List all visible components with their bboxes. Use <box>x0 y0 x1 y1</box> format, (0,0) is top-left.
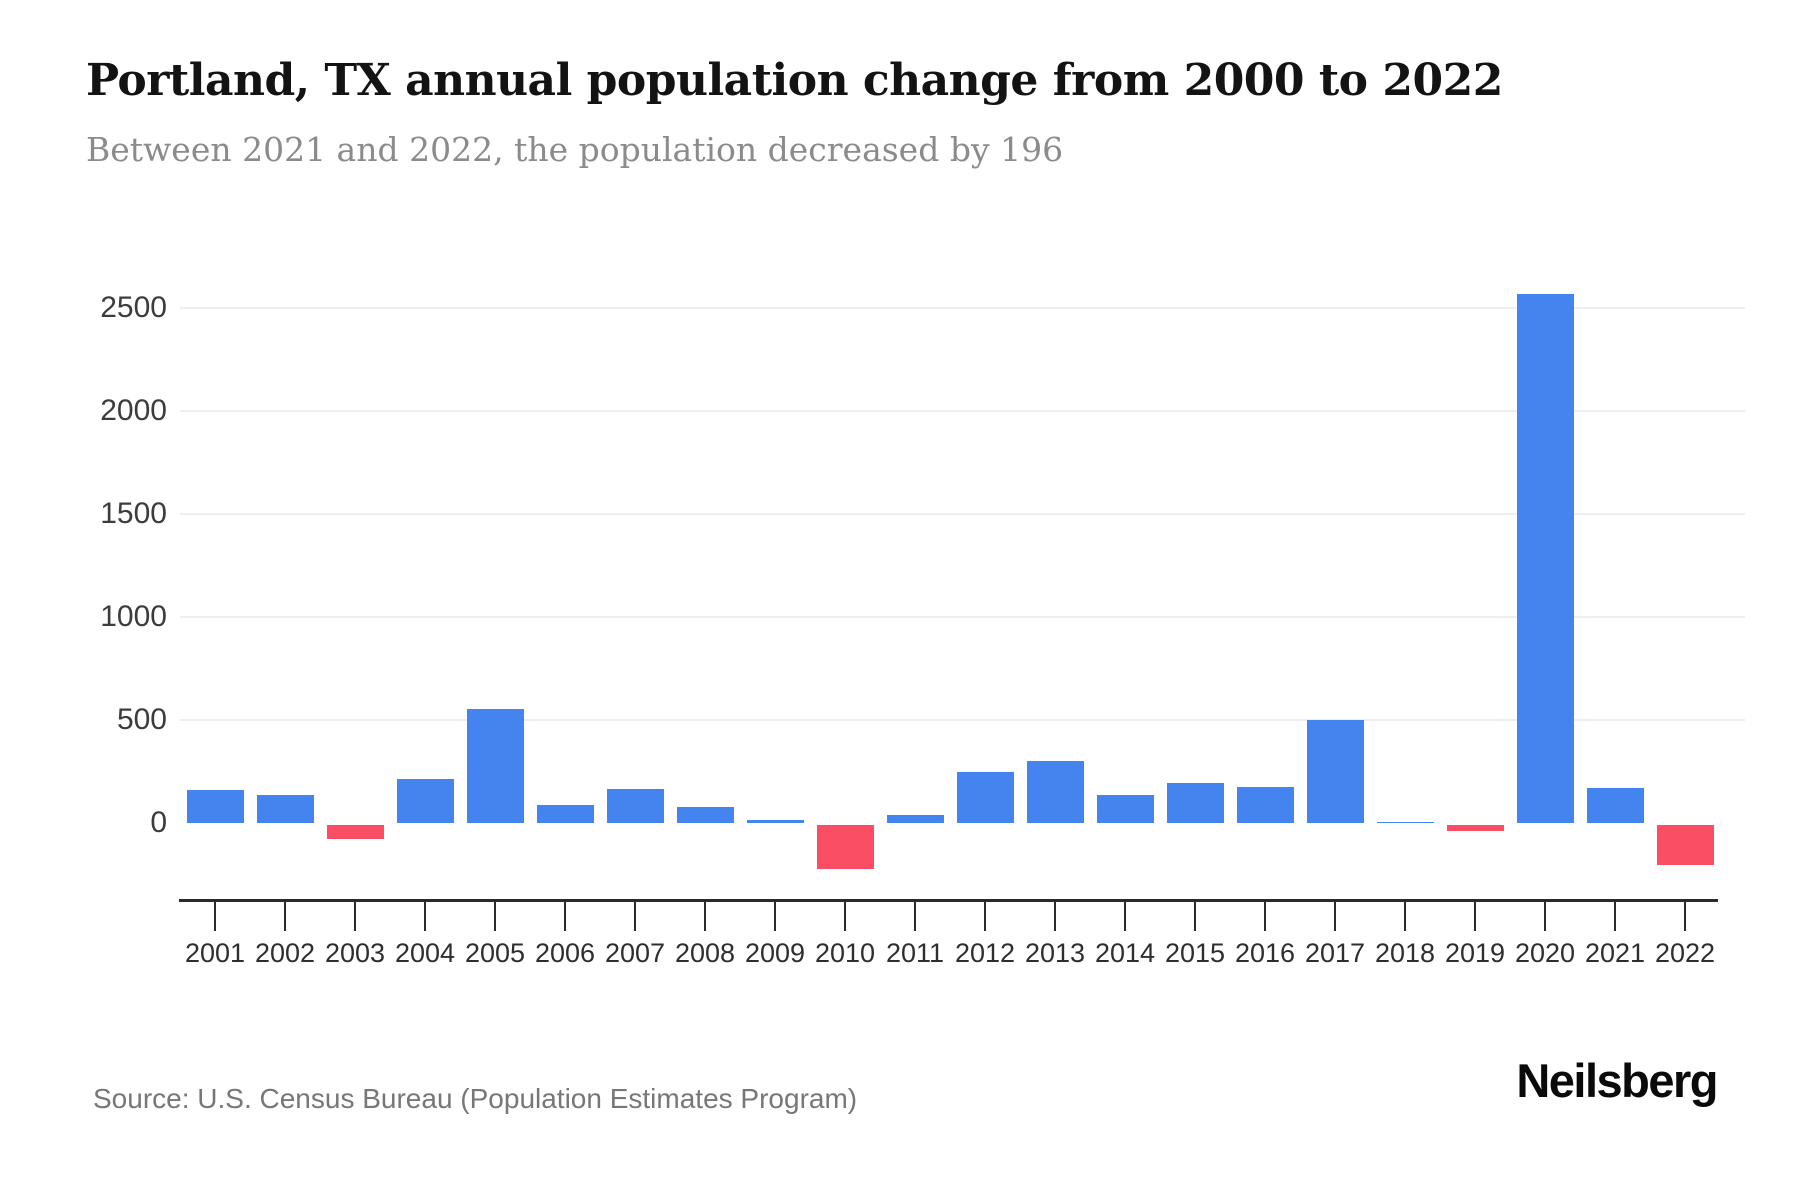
gridline-1000 <box>180 616 1745 618</box>
bar-2008[interactable] <box>676 806 734 823</box>
bar-2002[interactable] <box>256 794 314 823</box>
x-tick-label-2020: 2020 <box>1514 938 1576 968</box>
x-tick-label-2022: 2022 <box>1654 938 1716 968</box>
chart-title: Portland, TX annual population change fr… <box>86 55 1503 106</box>
bar-2014[interactable] <box>1096 794 1154 823</box>
x-tick-label-2009: 2009 <box>744 938 806 968</box>
x-tick-label-2016: 2016 <box>1234 938 1296 968</box>
bar-2011[interactable] <box>886 814 944 823</box>
x-tick-2008 <box>704 902 706 931</box>
source-note: Source: U.S. Census Bureau (Population E… <box>93 1083 858 1114</box>
x-tick-2005 <box>494 902 496 931</box>
x-tick-label-2011: 2011 <box>885 938 945 968</box>
bar-2019[interactable] <box>1446 825 1504 832</box>
bar-2007[interactable] <box>606 788 664 823</box>
x-tick-label-2002: 2002 <box>254 938 316 968</box>
y-tick-label-0: 0 <box>150 806 167 839</box>
x-tick-2016 <box>1264 902 1266 931</box>
x-tick-2012 <box>984 902 986 931</box>
x-tick-label-2019: 2019 <box>1444 938 1506 968</box>
bar-2018[interactable] <box>1376 821 1434 823</box>
x-tick-label-2013: 2013 <box>1024 938 1086 968</box>
x-tick-label-2017: 2017 <box>1304 938 1366 968</box>
x-tick-2022 <box>1684 902 1686 931</box>
bar-2006[interactable] <box>536 804 594 823</box>
bar-2012[interactable] <box>956 771 1014 823</box>
x-tick-2019 <box>1474 902 1476 931</box>
gridline-500 <box>180 719 1745 721</box>
x-tick-label-2003: 2003 <box>324 938 386 968</box>
x-tick-2010 <box>844 902 846 931</box>
x-tick-label-2008: 2008 <box>674 938 736 968</box>
x-tick-2018 <box>1404 902 1406 931</box>
bar-2021[interactable] <box>1586 787 1644 823</box>
x-tick-2002 <box>284 902 286 931</box>
x-tick-2020 <box>1544 902 1546 931</box>
bar-2005[interactable] <box>466 708 524 823</box>
x-tick-label-2004: 2004 <box>394 938 456 968</box>
x-tick-2001 <box>214 902 216 931</box>
bar-2020[interactable] <box>1516 293 1574 823</box>
bar-2001[interactable] <box>186 790 244 823</box>
x-tick-2015 <box>1194 902 1196 931</box>
y-tick-label-2000: 2000 <box>100 394 167 427</box>
x-tick-label-2010: 2010 <box>814 938 876 968</box>
gridline-1500 <box>180 513 1745 515</box>
x-tick-2011 <box>914 902 916 931</box>
x-tick-label-2014: 2014 <box>1094 938 1156 968</box>
x-tick-2009 <box>774 902 776 931</box>
chart-subtitle: Between 2021 and 2022, the population de… <box>86 130 1064 169</box>
bar-2009[interactable] <box>746 820 804 823</box>
neilsberg-logo[interactable]: Neilsberg <box>1516 1054 1718 1107</box>
x-tick-2017 <box>1334 902 1336 931</box>
x-tick-2013 <box>1054 902 1056 931</box>
x-tick-label-2015: 2015 <box>1164 938 1226 968</box>
bar-2010[interactable] <box>816 825 874 869</box>
x-tick-2006 <box>564 902 566 931</box>
x-tick-label-2001: 2001 <box>184 938 246 968</box>
x-tick-2004 <box>424 902 426 931</box>
x-axis-line <box>179 899 1718 902</box>
x-tick-2007 <box>634 902 636 931</box>
y-tick-label-2500: 2500 <box>100 291 167 324</box>
bar-2003[interactable] <box>326 825 384 839</box>
x-tick-2003 <box>354 902 356 931</box>
bar-2017[interactable] <box>1306 720 1364 823</box>
bar-2013[interactable] <box>1026 760 1084 823</box>
bar-2015[interactable] <box>1166 783 1224 823</box>
gridline-2000 <box>180 410 1745 412</box>
bar-2022[interactable] <box>1656 825 1714 866</box>
x-tick-label-2006: 2006 <box>534 938 596 968</box>
x-tick-label-2021: 2021 <box>1584 938 1646 968</box>
x-tick-2021 <box>1614 902 1616 931</box>
y-tick-label-1000: 1000 <box>100 600 167 633</box>
x-tick-label-2007: 2007 <box>604 938 666 968</box>
bar-2016[interactable] <box>1236 786 1294 823</box>
x-tick-label-2018: 2018 <box>1374 938 1436 968</box>
y-tick-label-500: 500 <box>116 703 167 736</box>
gridline-2500 <box>180 307 1745 309</box>
y-tick-label-1500: 1500 <box>100 497 167 530</box>
x-tick-label-2012: 2012 <box>954 938 1016 968</box>
x-tick-label-2005: 2005 <box>464 938 526 968</box>
x-tick-2014 <box>1124 902 1126 931</box>
bar-2004[interactable] <box>396 778 454 823</box>
